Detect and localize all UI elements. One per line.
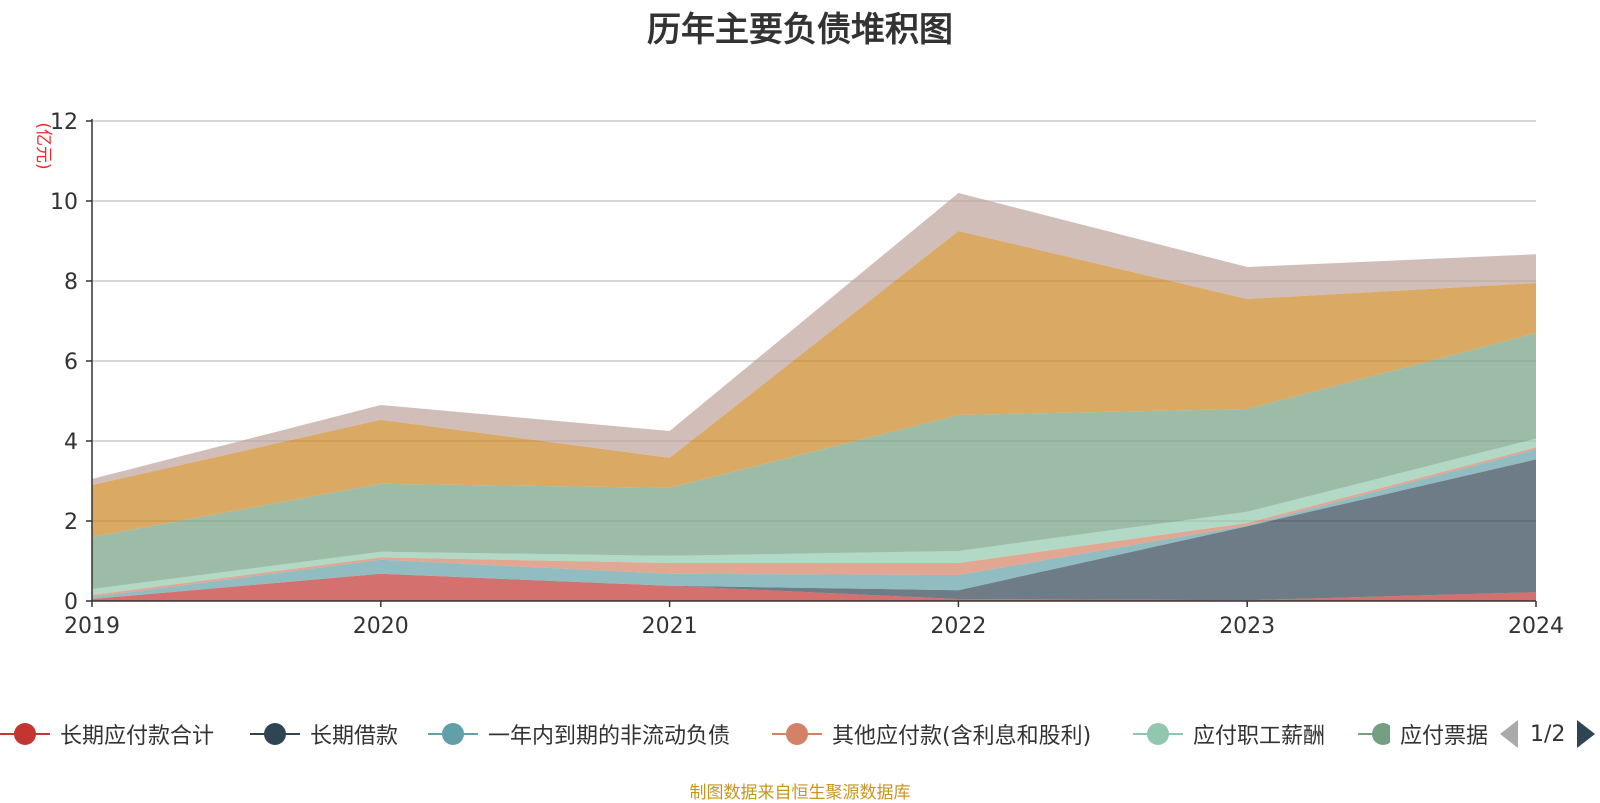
legend-item[interactable]: 长期借款 <box>250 716 398 752</box>
area-series-3[interactable] <box>92 447 1536 597</box>
legend-marker-icon <box>0 723 50 745</box>
legend-label: 其他应付款(含利息和股利) <box>832 724 1092 749</box>
y-tick-label: 6 <box>64 350 78 375</box>
legend-label: 长期应付款合计 <box>60 724 215 749</box>
area-series-0[interactable] <box>92 573 1536 601</box>
legend-marker-icon <box>250 723 300 745</box>
legend-page-indicator: 1/2 <box>1530 721 1566 747</box>
y-tick-label: 2 <box>64 510 78 535</box>
legend-item[interactable]: 一年内到期的非流动负债 <box>428 716 730 752</box>
area-series-6[interactable] <box>92 231 1536 537</box>
legend-item[interactable]: 应付职工薪酬 <box>1133 716 1325 752</box>
area-series-5[interactable] <box>92 333 1536 589</box>
legend-label: 一年内到期的非流动负债 <box>488 724 731 749</box>
next-page-icon[interactable] <box>1577 720 1596 748</box>
legend: 长期应付款合计 长期借款 一年内到期的非流动负债 其他应付款(含利息和股利) 应付职工薪… <box>0 716 1600 752</box>
legend-marker-icon <box>428 723 478 745</box>
area-layer <box>92 193 1536 601</box>
area-series-7[interactable] <box>92 193 1536 485</box>
y-axis-unit-label: (亿元) <box>33 122 53 169</box>
legend-pager: 1/2 <box>1500 716 1596 752</box>
area-series-1[interactable] <box>92 459 1536 601</box>
source-note: 制图数据来自恒生聚源数据库 <box>689 783 911 803</box>
legend-label: 应付票据 <box>1399 724 1488 749</box>
x-tick-label: 2024 <box>1508 614 1564 639</box>
x-tick-label: 2023 <box>1219 614 1275 639</box>
legend-marker-icon <box>1358 723 1390 745</box>
area-series-4[interactable] <box>92 438 1536 595</box>
chart-title: 历年主要负债堆积图 <box>647 10 953 50</box>
area-series-2[interactable] <box>92 449 1536 599</box>
axis-layer: 0 2 4 6 8 10 12 2019 2020 2021 2022 2023 2024 (亿元) <box>33 110 1564 639</box>
legend-marker-icon <box>1133 723 1183 745</box>
legend-marker-icon <box>772 723 822 745</box>
x-tick-label: 2019 <box>64 614 120 639</box>
x-tick-label: 2020 <box>353 614 409 639</box>
x-tick-label: 2021 <box>642 614 698 639</box>
legend-label: 长期借款 <box>310 724 399 749</box>
legend-item[interactable]: 长期应付款合计 <box>0 716 214 752</box>
y-tick-label: 8 <box>64 270 78 295</box>
y-tick-label: 4 <box>64 430 78 455</box>
y-tick-label: 10 <box>50 190 78 215</box>
legend-item[interactable]: 应付票据 <box>1358 716 1488 752</box>
prev-page-icon[interactable] <box>1500 720 1518 748</box>
legend-label: 应付职工薪酬 <box>1193 724 1326 749</box>
legend-item[interactable]: 其他应付款(含利息和股利) <box>772 716 1091 752</box>
x-tick-label: 2022 <box>930 614 986 639</box>
y-tick-label: 0 <box>64 590 78 615</box>
y-tick-label: 12 <box>50 110 78 135</box>
